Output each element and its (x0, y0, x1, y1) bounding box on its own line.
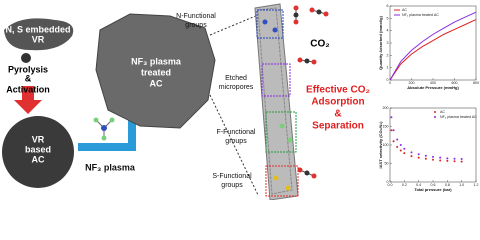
point (460, 158, 463, 161)
micropores-label: micropores (219, 84, 254, 91)
f-groups-label: F-Functional (217, 129, 256, 136)
f-groups-label: groups (225, 138, 247, 145)
process-label: Pyrolysis (8, 64, 48, 74)
point (392, 129, 395, 132)
point (417, 156, 420, 159)
y-axis-label: Quantity Adsorbed (mmol/g) (378, 15, 383, 70)
point (432, 158, 434, 161)
y-tick-label: 2 (387, 53, 389, 57)
point (439, 159, 442, 162)
y-axis-label: IAST selectivity (CO₂/N₂) (378, 121, 383, 169)
point (396, 138, 399, 141)
n-groups-label: N-Functional (176, 13, 216, 20)
precursor-label: N, S embedded (5, 24, 70, 34)
particle (21, 53, 31, 63)
series-line (389, 11, 477, 81)
point (403, 147, 406, 150)
point (410, 151, 413, 154)
legend-label: AC (440, 110, 445, 114)
point (446, 159, 449, 162)
x-tick-label: 1.0 (459, 183, 464, 187)
point (390, 129, 393, 132)
base-label: AC (32, 154, 45, 164)
point (403, 152, 406, 155)
nf3-molecule (93, 117, 115, 141)
y-tick-label: 4 (387, 29, 389, 33)
x-tick-label: 0.4 (416, 183, 421, 187)
treated-label: AC (150, 78, 163, 88)
co2-molecules (293, 5, 329, 179)
point (446, 157, 449, 160)
point (453, 157, 456, 160)
effect-label: Adsorption (311, 97, 364, 108)
x-tick-label: 0.6 (431, 183, 436, 187)
process-arrow (14, 86, 42, 114)
y-tick-label: 100 (383, 143, 389, 147)
treated-ac (95, 13, 216, 129)
point (432, 155, 434, 158)
point (410, 155, 413, 158)
y-tick-label: 50 (385, 161, 389, 165)
effect-label: & (334, 109, 341, 120)
ac-ball (2, 116, 74, 188)
y-tick-label: 6 (387, 4, 389, 8)
point (399, 149, 402, 152)
s-groups-label: groups (221, 182, 243, 189)
x-axis-label: Total pressure (bar) (414, 187, 452, 192)
y-tick-label: 0 (387, 180, 389, 184)
series-line (389, 19, 477, 81)
process-label: & (25, 73, 32, 83)
treated-label: NF₃ plasma (131, 56, 182, 66)
legend-label: NF₃ plasma treated AC (440, 115, 477, 119)
x-axis-label: Absolute Pressure (mmHg) (407, 85, 459, 90)
s-groups-label: S-Functional (212, 173, 252, 180)
y-tick-label: 3 (387, 41, 389, 45)
x-tick-label: 600 (452, 81, 458, 85)
point (460, 160, 463, 163)
point (424, 157, 427, 160)
y-tick-label: 0 (387, 78, 389, 82)
plot-frame (389, 5, 477, 81)
point (390, 116, 393, 119)
y-tick-label: 150 (383, 124, 389, 128)
n-groups-label: groups (185, 22, 207, 29)
effect-label: Separation (312, 121, 364, 132)
y-tick-label: 5 (387, 16, 389, 20)
co2-label: CO₂ (310, 39, 329, 50)
treated-label: treated (141, 67, 171, 77)
precursor-label: VR (32, 34, 45, 44)
precursor-blob (4, 18, 74, 51)
zoom-lines (209, 14, 259, 196)
legend-label: NF₃ plasma treated AC (402, 13, 439, 17)
point (396, 145, 399, 148)
plot-frame (389, 107, 477, 183)
point (439, 156, 442, 159)
y-tick-label: 1 (387, 66, 389, 70)
process-label: Activation (6, 84, 50, 94)
x-tick-label: 0 (389, 81, 391, 85)
legend-label: AC (402, 8, 407, 12)
point (417, 153, 420, 156)
x-tick-label: 0.8 (445, 183, 450, 187)
x-tick-label: 0.2 (402, 183, 407, 187)
x-tick-label: 400 (430, 81, 436, 85)
plasma-label: NF₃ plasma (85, 162, 136, 172)
point (424, 154, 427, 157)
legend-swatch (434, 111, 436, 113)
x-tick-label: 1.2 (474, 183, 479, 187)
graphene-stack (254, 3, 299, 200)
x-tick-label: 800 (473, 81, 479, 85)
legend-swatch (434, 116, 436, 118)
micropores-label: Etched (225, 75, 247, 82)
base-label: based (25, 144, 51, 154)
graphical-abstract: N, S embedded VR Pyrolysis & Activation … (2, 3, 479, 200)
x-tick-label: 0.0 (388, 183, 393, 187)
y-tick-label: 200 (383, 106, 389, 110)
point (453, 160, 456, 163)
effect-label: Effective CO₂ (306, 85, 370, 96)
x-tick-label: 200 (409, 81, 415, 85)
point (392, 140, 395, 143)
point (399, 144, 402, 146)
base-label: VR (32, 134, 45, 144)
